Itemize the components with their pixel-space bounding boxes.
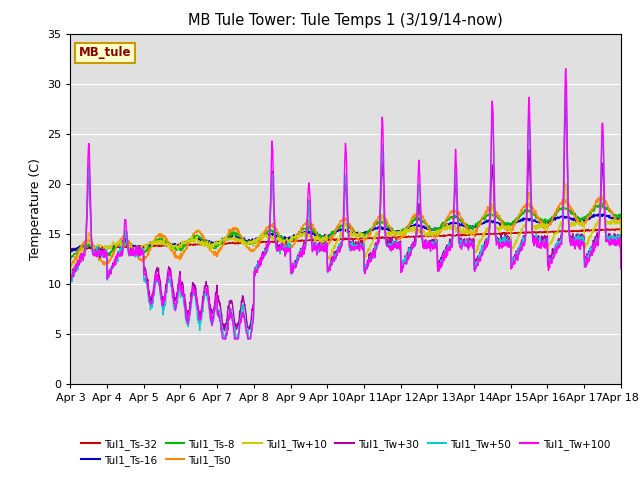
Title: MB Tule Tower: Tule Temps 1 (3/19/14-now): MB Tule Tower: Tule Temps 1 (3/19/14-now… xyxy=(188,13,503,28)
Y-axis label: Temperature (C): Temperature (C) xyxy=(29,158,42,260)
Text: MB_tule: MB_tule xyxy=(79,47,131,60)
Legend: Tul1_Ts-32, Tul1_Ts-16, Tul1_Ts-8, Tul1_Ts0, Tul1_Tw+10, Tul1_Tw+30, Tul1_Tw+50,: Tul1_Ts-32, Tul1_Ts-16, Tul1_Ts-8, Tul1_… xyxy=(77,435,614,470)
